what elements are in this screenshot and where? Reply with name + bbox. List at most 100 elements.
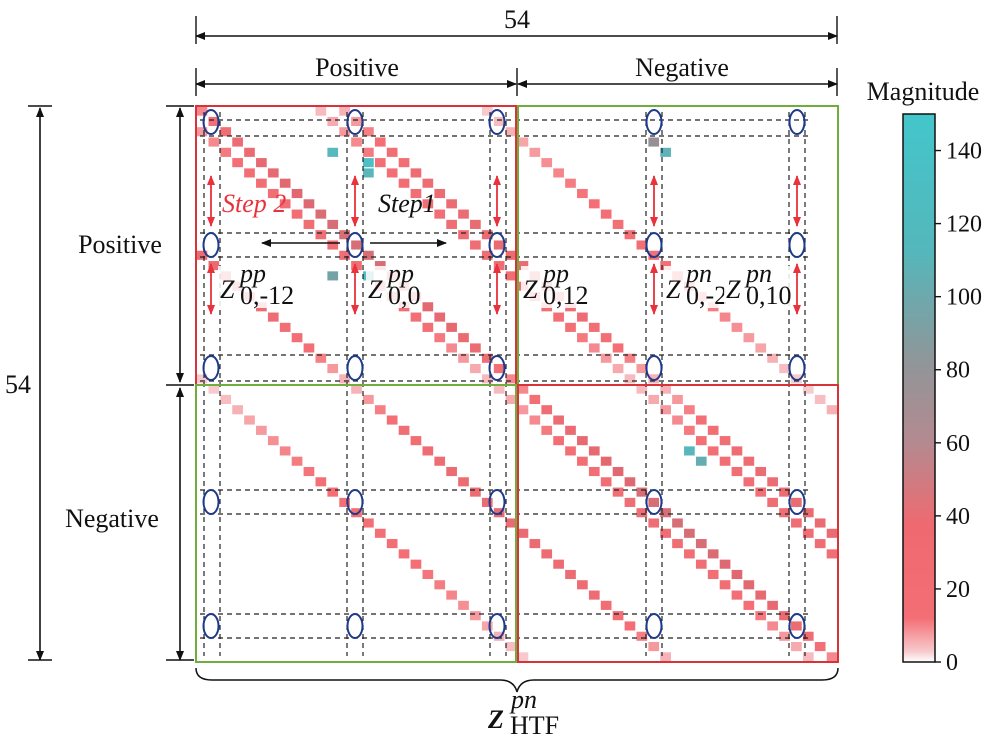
matrix-cell [422,178,434,188]
matrix-cell [458,333,469,343]
matrix-cell [577,456,588,466]
selection-ellipse [488,489,506,515]
matrix-cell [363,158,374,168]
matrix-cell [422,302,434,312]
matrix-cell [779,611,790,621]
matrix-cell [374,137,386,147]
matrix-cell [493,364,505,374]
top-dimension: 54 [195,5,838,44]
matrix-cell [267,436,279,446]
selection-ellipse [202,232,220,258]
matrix-cell [553,559,564,569]
matrix-cell [493,384,505,394]
matrix-cell [648,497,660,507]
matrix-cell [588,446,600,456]
matrix-cell [695,559,707,569]
matrix-cell [600,333,612,343]
matrix-cell [660,528,671,538]
matrix-cell [660,261,671,271]
matrix-cell [481,230,493,240]
matrix-cell [410,559,422,569]
matrix-cell [660,384,671,394]
row-negative-label: Negative [65,504,159,533]
matrix-cell [684,405,695,415]
matrix-cell [707,549,719,559]
matrix-cell [779,364,790,374]
matrix-cell [636,487,648,497]
matrix-cell [256,158,267,168]
matrix-cell [315,353,327,363]
matrix-cell [624,230,636,240]
selection-ellipse [488,232,506,258]
matrix-cell [267,188,279,199]
matrix-cell [826,528,838,538]
matrix-cell [505,518,517,528]
matrix-cell [327,147,339,157]
z-htf-sup: pn [509,685,537,714]
matrix-cell [577,312,588,322]
matrix-cell [588,322,600,332]
matrix-cell [636,508,648,518]
matrix-cell [648,518,660,528]
matrix-cell [731,446,743,456]
matrix-cell [363,394,374,404]
matrix-cell [446,590,457,600]
matrix-cell [767,477,778,487]
matrix-cell [410,436,422,446]
matrix-cell [434,333,446,343]
matrix-cell [612,219,624,229]
matrix-cell [481,621,493,631]
colorbar-tick-label: 140 [946,139,982,165]
matrix-cell [695,456,707,466]
matrix-cell [553,436,564,446]
matrix-cell [422,569,434,580]
svg-text:Z: Z [220,275,235,304]
matrix-cell [636,240,648,250]
frame-np [195,384,517,663]
matrix-cell [612,611,624,621]
matrix-cell [291,456,303,466]
matrix-cell [244,147,255,157]
matrix-cell [208,384,220,394]
matrix-cell [779,487,790,497]
matrix-cell [398,158,410,168]
matrix-cell [529,394,541,404]
matrix-cell [755,466,767,477]
matrix-cell [624,477,636,487]
matrix-cell [339,497,350,507]
colorbar-tick-label: 20 [946,577,970,603]
matrix-cell [826,405,838,415]
bottom-brace: Z pn HTF [195,667,839,740]
matrix-cell [743,580,755,590]
matrix-cell [743,477,755,487]
matrix-cell [826,549,838,559]
svg-text:pp: pp [386,259,414,288]
matrix-cell [612,343,624,353]
matrix-cell [719,559,731,569]
matrix-cell [470,219,481,229]
matrix-cell [470,240,481,250]
matrix-cell [410,188,422,199]
matrix-cell [422,446,434,456]
matrix-cell [196,250,208,260]
matrix-cell [256,178,267,188]
matrix-cell [755,343,767,353]
matrix-cell [244,168,255,178]
matrix-cell [208,116,220,126]
z-label-0-0: Z pp 0,0 [366,259,422,310]
matrix-cell [660,405,671,415]
z-label-0-neg2: Z pn 0,-2 [664,259,727,310]
matrix-cell [327,116,339,126]
matrix-cell [244,415,255,425]
column-group-dimensions: Positive Negative [195,53,838,96]
matrix-cell [672,518,683,528]
matrix-cell [505,250,517,260]
matrix-cell [505,271,517,281]
matrix-cell [553,312,564,322]
matrix-cell [660,508,671,518]
matrix-cell [505,394,517,404]
matrix-cell [802,528,814,538]
matrix-cell [220,394,232,404]
matrix-cell [695,436,707,446]
